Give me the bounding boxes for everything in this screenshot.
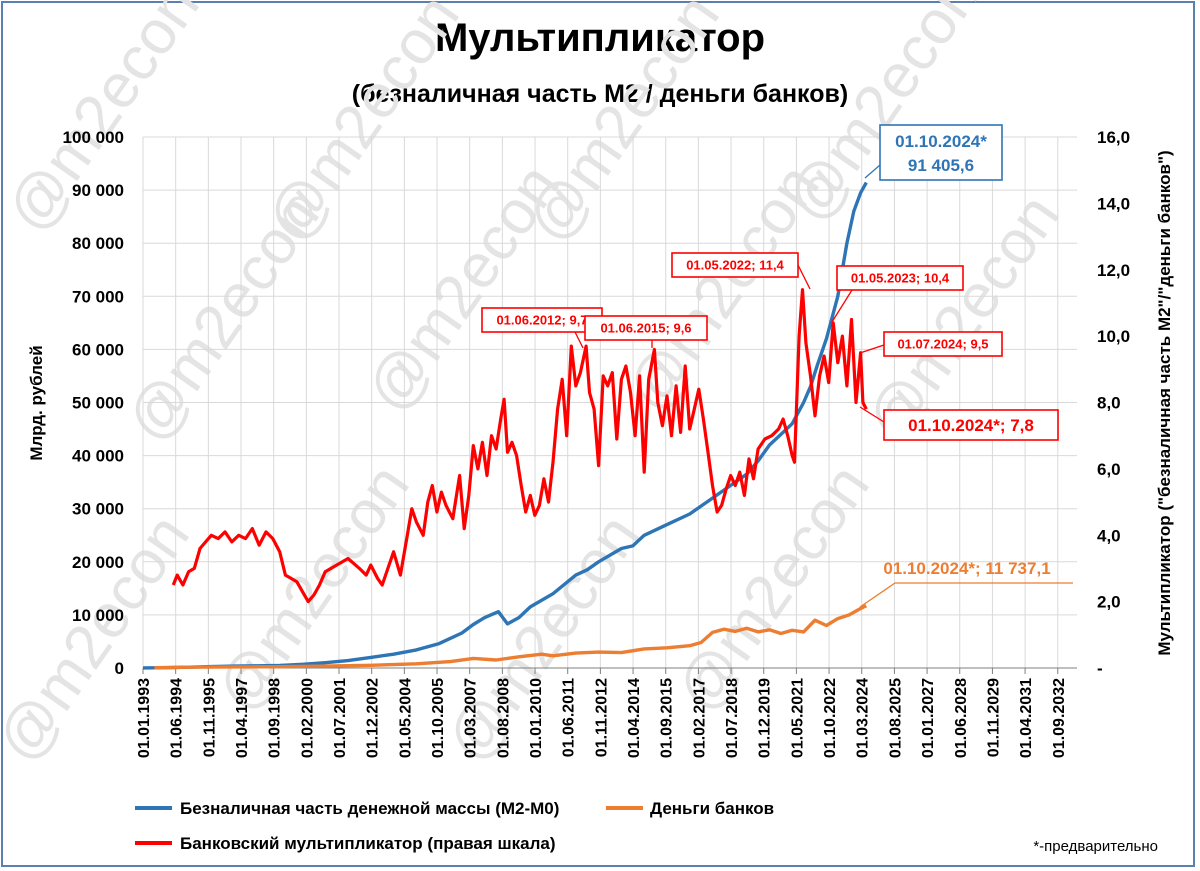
annotation-leader bbox=[797, 264, 811, 290]
y-left-tick-label: 70 000 bbox=[72, 287, 124, 306]
annotation-label: 01.06.2015; 9,6 bbox=[600, 321, 691, 336]
x-tick-label: 01.06.2028 bbox=[953, 678, 970, 758]
chart-title: Мультипликатор bbox=[434, 16, 766, 60]
legend-label-bank-money: Деньги банков bbox=[650, 799, 774, 818]
y-left-tick-label: 20 000 bbox=[72, 553, 124, 572]
series-line-bank-money bbox=[154, 604, 868, 670]
annotation-label: 01.06.2012; 9,7 bbox=[496, 313, 587, 328]
y-right-tick-label: 12,0 bbox=[1097, 261, 1130, 280]
annotation-label: 01.10.2024*; 11 737,1 bbox=[883, 559, 1050, 578]
y-axis-left-label: Млрд. рублей bbox=[27, 345, 46, 460]
y-right-tick-label: 10,0 bbox=[1097, 327, 1130, 346]
annotation-box bbox=[836, 265, 964, 291]
annotation-box bbox=[584, 315, 708, 341]
x-tick-label: 01.10.2005 bbox=[430, 678, 447, 758]
y-left-tick-label: 10 000 bbox=[72, 606, 124, 625]
annotation-box bbox=[883, 331, 1003, 357]
x-tick-label: 01.07.2018 bbox=[724, 678, 741, 758]
y-right-tick-label: 4,0 bbox=[1097, 526, 1121, 545]
annotation-box bbox=[671, 252, 799, 278]
footnote: *-предварительно bbox=[1033, 838, 1158, 855]
legend: Безналичная часть денежной массы (М2-М0)… bbox=[135, 799, 774, 853]
annotation-label: 01.10.2024* bbox=[895, 132, 987, 151]
annotation-label: 01.05.2023; 10,4 bbox=[851, 271, 950, 286]
watermark-text: @m2econ bbox=[254, 0, 473, 254]
legend-label-m2: Безналичная часть денежной массы (М2-М0) bbox=[180, 799, 559, 818]
x-tick-label: 01.05.2021 bbox=[789, 678, 806, 758]
x-tick-label: 01.01.2010 bbox=[528, 678, 545, 758]
legend-label-multiplier: Банковский мультипликатор (правая шкала) bbox=[180, 834, 556, 853]
x-tick-label: 01.10.2022 bbox=[822, 678, 839, 758]
y-right-tick-label: 6,0 bbox=[1097, 460, 1121, 479]
annotation-box bbox=[481, 307, 603, 333]
annotation-leader bbox=[864, 164, 881, 179]
annotation-leader bbox=[859, 344, 885, 354]
y-axis-right: - 2,0 4,0 6,0 8,0 10,0 12,0 14,0 16,0 bbox=[1097, 128, 1130, 678]
x-tick-label: 01.04.2014 bbox=[626, 678, 643, 758]
x-tick-label: 01.08.2025 bbox=[887, 678, 904, 758]
y-axis-left: 0 10 000 20 000 30 000 40 000 50 000 60 000 70 … bbox=[63, 128, 124, 678]
y-left-tick-label: 50 000 bbox=[72, 394, 124, 413]
chart-subtitle: (безналичная часть М2 / деньги банков) bbox=[351, 80, 849, 108]
y-left-tick-label: 60 000 bbox=[72, 340, 124, 359]
annotation-label: 01.10.2024*; 7,8 bbox=[908, 416, 1034, 435]
y-left-tick-label: 90 000 bbox=[72, 181, 124, 200]
x-tick-label: 01.09.2015 bbox=[659, 678, 676, 758]
grid-lines bbox=[142, 136, 1077, 668]
y-right-tick-label: 8,0 bbox=[1097, 394, 1121, 413]
annotation-leader bbox=[859, 582, 1073, 608]
x-tick-label: 01.11.2029 bbox=[985, 678, 1002, 757]
annotation-leader bbox=[574, 331, 584, 349]
x-tick-label: 01.02.2000 bbox=[299, 678, 316, 758]
y-right-tick-label: - bbox=[1097, 659, 1103, 678]
x-tick-label: 01.06.1994 bbox=[169, 678, 186, 758]
x-tick-label: 01.08.2008 bbox=[495, 678, 512, 758]
x-tick-label: 01.01.1993 bbox=[136, 678, 153, 758]
x-tick-label: 01.05.2004 bbox=[397, 678, 414, 758]
watermark-text: @m2econ bbox=[0, 0, 213, 244]
x-tick-label: 01.02.2017 bbox=[691, 678, 708, 758]
x-tick-label: 01.07.2001 bbox=[332, 678, 349, 758]
x-tick-label: 01.09.1998 bbox=[267, 678, 284, 758]
x-tick-label: 01.12.2002 bbox=[365, 678, 382, 758]
series-layer bbox=[142, 181, 868, 670]
y-left-tick-label: 100 000 bbox=[63, 128, 124, 147]
annotation-box bbox=[883, 409, 1059, 441]
x-tick-label: 01.09.2032 bbox=[1051, 678, 1068, 758]
series-line-m2-noncash bbox=[142, 181, 868, 670]
annotation-label: 01.05.2022; 11,4 bbox=[686, 258, 784, 273]
annotation-box bbox=[879, 124, 1003, 181]
x-tick-label: 01.04.1997 bbox=[234, 678, 251, 758]
x-tick-label: 01.06.2011 bbox=[561, 678, 578, 757]
annotation-value: 91 405,6 bbox=[908, 156, 974, 175]
x-tick-label: 01.01.2027 bbox=[920, 678, 937, 758]
x-axis: 01.01.1993 01.06.1994 01.11.1995 01.04.1997… bbox=[136, 668, 1068, 758]
annotation-layer: 01.10.2024* 91 405,6 01.06.2012; 9,7 01.06.… bbox=[481, 124, 1073, 608]
y-right-tick-label: 2,0 bbox=[1097, 593, 1121, 612]
x-tick-label: 01.04.2031 bbox=[1018, 678, 1035, 758]
x-tick-label: 01.03.2024 bbox=[855, 678, 872, 758]
annotation-leader bbox=[831, 289, 853, 323]
series-line-multiplier bbox=[171, 288, 868, 604]
watermark-text: @m2econ bbox=[514, 0, 733, 254]
y-left-tick-label: 40 000 bbox=[72, 447, 124, 466]
y-left-tick-label: 0 bbox=[115, 659, 124, 678]
y-left-tick-label: 80 000 bbox=[72, 234, 124, 253]
y-right-tick-label: 16,0 bbox=[1097, 128, 1130, 147]
x-tick-label: 01.12.2019 bbox=[757, 678, 774, 758]
x-tick-label: 01.11.1995 bbox=[201, 678, 218, 757]
annotation-leader bbox=[859, 406, 885, 423]
watermark-layer: @m2econ @m2econ @m2econ @m2econ@m2econ @m2ec… bbox=[0, 0, 1073, 774]
y-right-tick-label: 14,0 bbox=[1097, 194, 1130, 213]
x-tick-label: 01.11.2012 bbox=[593, 678, 610, 757]
x-tick-label: 01.03.2007 bbox=[463, 678, 480, 758]
y-left-tick-label: 30 000 bbox=[72, 500, 124, 519]
y-axis-right-label: Мультипликатор ("безналичная часть М2"/"… bbox=[1155, 150, 1174, 655]
annotation-label: 01.07.2024; 9,5 bbox=[897, 337, 988, 352]
